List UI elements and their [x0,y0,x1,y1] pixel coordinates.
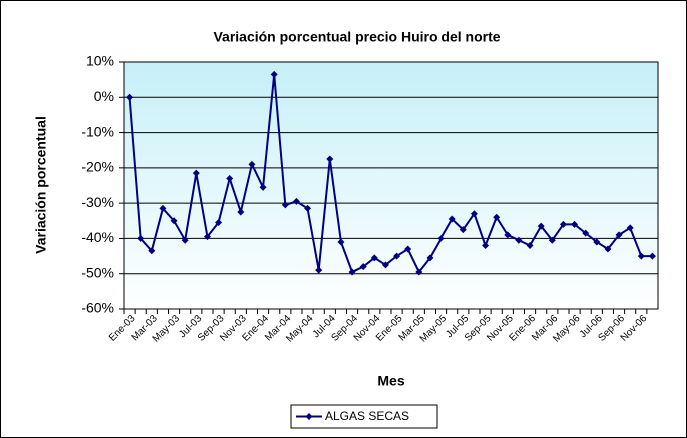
y-tick-label: -40% [81,229,114,245]
data-marker [192,169,200,177]
data-marker [504,231,512,239]
data-marker [426,254,434,262]
data-marker [470,210,478,218]
plot-area [123,61,659,310]
data-marker [281,201,289,209]
y-tick-label: 0% [94,88,114,104]
legend-marker [305,413,313,420]
data-marker [315,266,323,274]
data-marker [237,208,245,216]
data-marker [126,93,134,101]
y-tick-label: -60% [81,300,114,316]
data-marker [181,236,189,244]
data-marker [537,222,545,230]
data-marker [304,204,312,212]
data-marker [203,233,211,241]
data-marker [437,234,445,242]
data-marker [559,220,567,228]
data-marker [448,215,456,223]
data-marker [604,245,612,253]
data-marker [526,241,534,249]
data-marker [337,238,345,246]
y-tick-label: -20% [81,159,114,175]
data-marker [137,234,145,242]
data-marker [148,247,156,255]
data-marker [359,263,367,271]
data-marker [593,238,601,246]
data-marker [348,268,356,276]
data-marker [404,245,412,253]
data-marker [482,241,490,249]
data-marker [170,217,178,225]
y-tick-label: 10% [86,53,114,69]
legend [290,404,438,429]
data-marker [415,268,423,276]
data-marker [215,219,223,227]
data-marker [381,261,389,269]
data-marker [615,231,623,239]
y-axis-label: Variación porcentual [33,116,49,254]
data-marker [259,183,267,191]
data-marker [626,224,634,232]
data-marker [292,197,300,205]
data-marker [548,236,556,244]
data-marker [637,252,645,260]
data-marker [248,160,256,168]
legend-label: ALGAS SECAS [325,409,409,423]
data-marker [648,252,656,260]
y-tick-label: -50% [81,264,114,280]
data-marker [459,226,467,234]
data-marker [582,229,590,237]
data-marker [159,204,167,212]
y-tick-label: -30% [81,194,114,210]
data-marker [493,213,501,221]
data-marker [370,254,378,262]
data-marker [515,236,523,244]
data-marker [270,70,278,78]
x-axis-label: Mes [377,373,404,389]
data-marker [571,220,579,228]
chart-title: Variación porcentual precio Huiro del no… [213,29,500,45]
data-marker [393,252,401,260]
data-marker [326,155,334,163]
data-marker [226,174,234,182]
y-tick-label: -10% [81,123,114,139]
